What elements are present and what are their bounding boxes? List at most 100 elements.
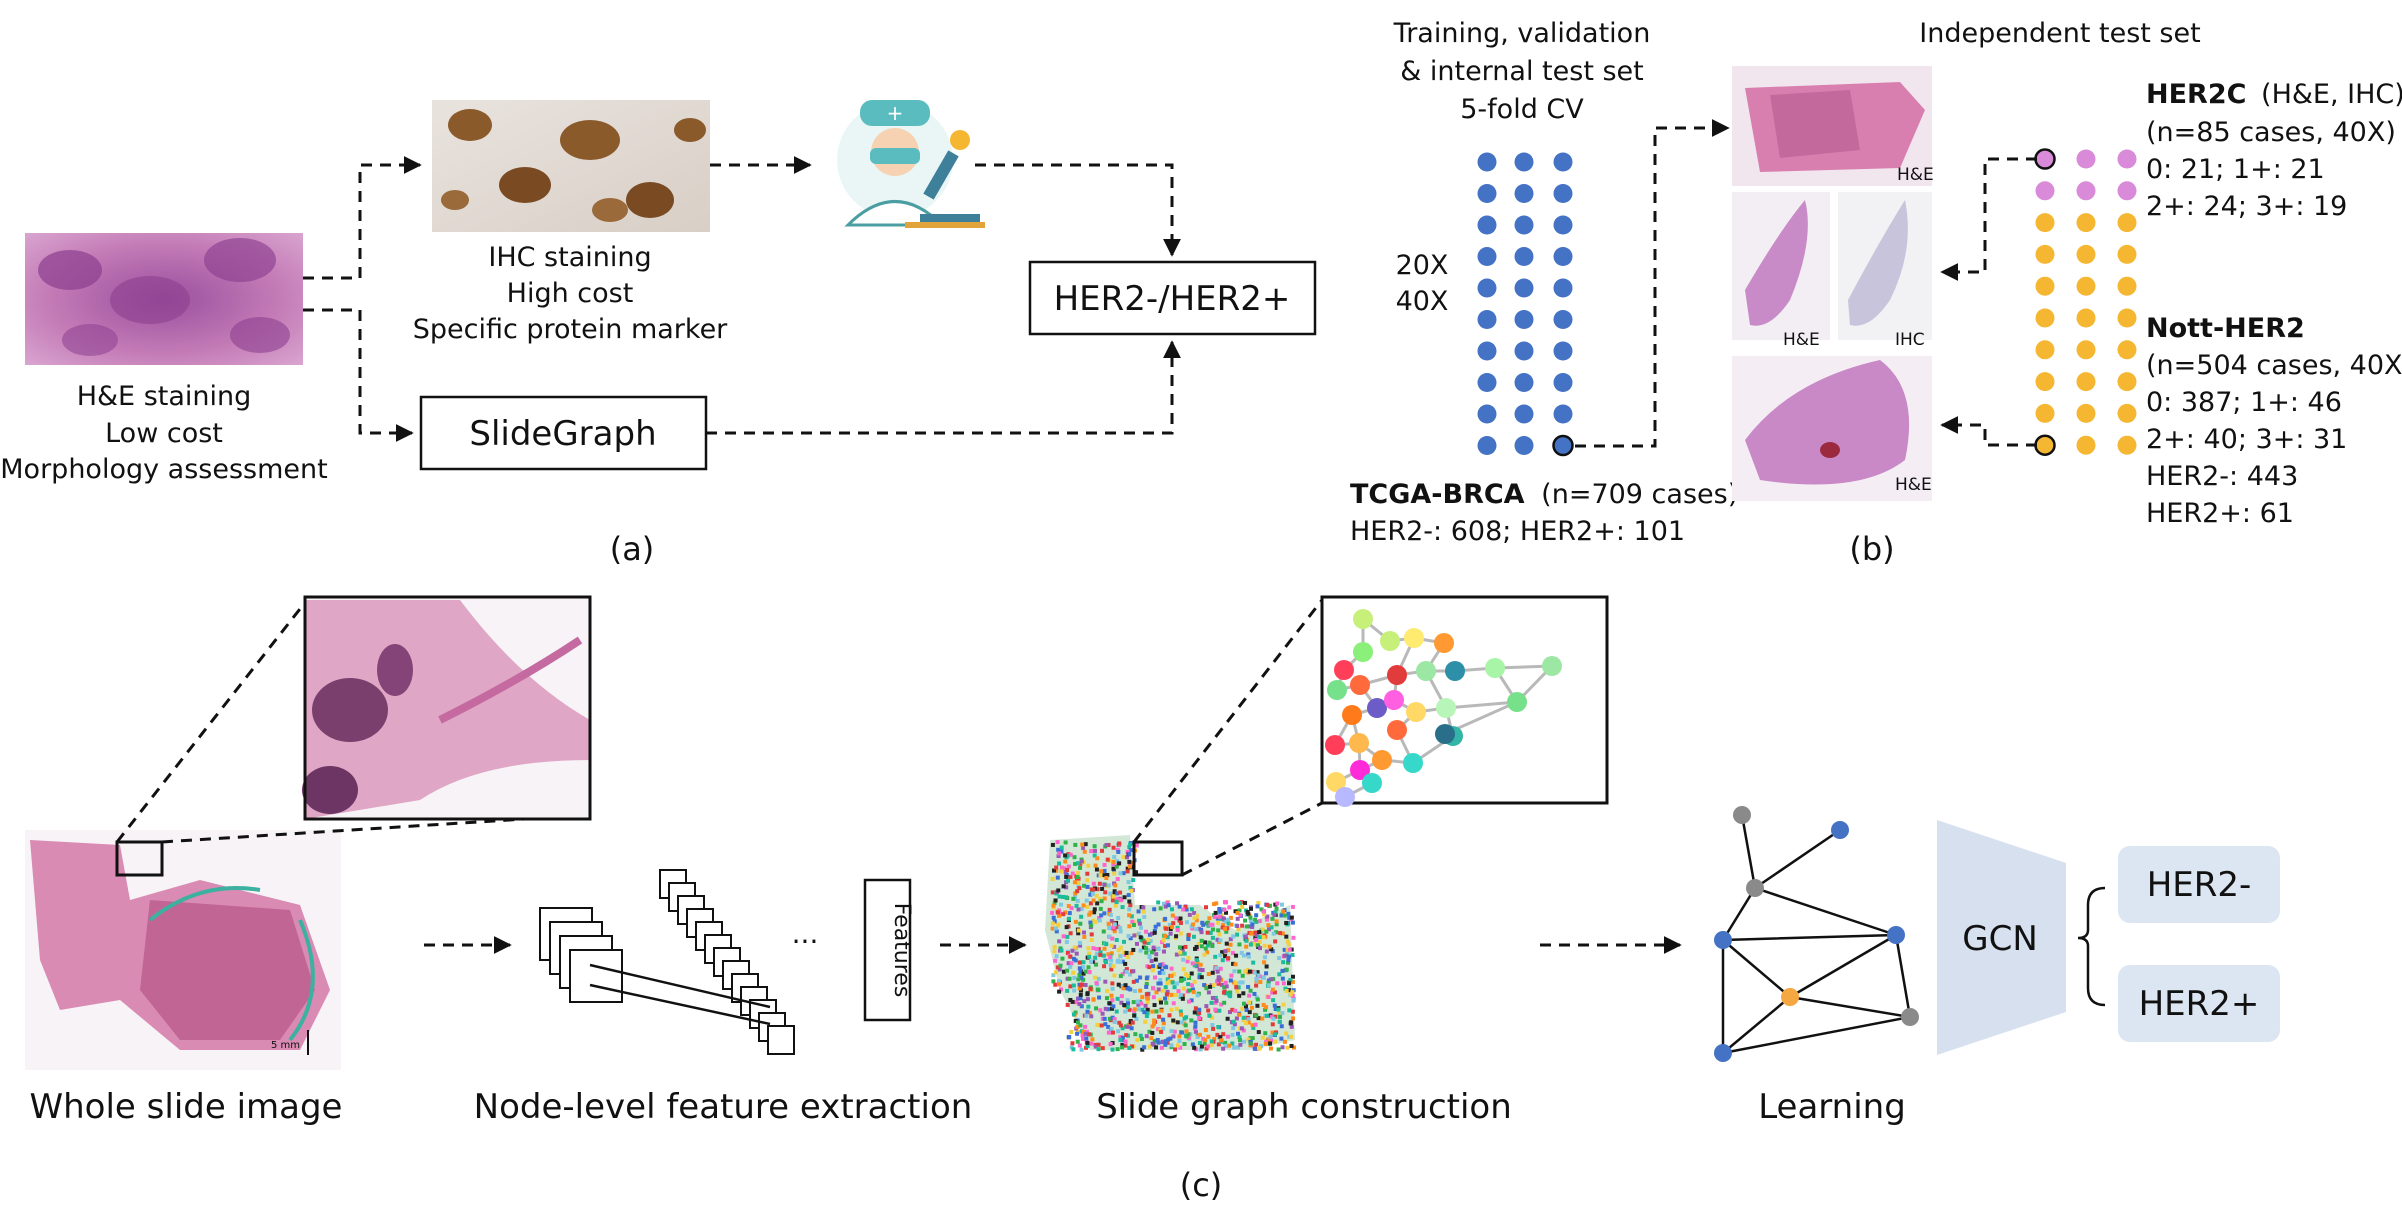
- graph-speckle: [1055, 910, 1060, 915]
- graph-speckle: [1112, 854, 1117, 859]
- graph-speckle: [1144, 929, 1149, 934]
- graph-speckle: [1076, 928, 1081, 933]
- zoom-graph-node: [1353, 642, 1373, 662]
- graph-speckle: [1221, 990, 1226, 995]
- graph-speckle: [1081, 971, 1086, 976]
- graph-speckle: [1100, 1011, 1105, 1016]
- graph-speckle: [1180, 949, 1185, 954]
- graph-speckle: [1277, 1019, 1282, 1024]
- graph-speckle: [1287, 915, 1292, 920]
- graph-speckle: [1192, 916, 1197, 921]
- graph-speckle: [1126, 880, 1131, 885]
- nott-line3: 2+: 40; 3+: 31: [2146, 424, 2347, 455]
- graph-speckle: [1092, 975, 1097, 980]
- graph-speckle: [1281, 1002, 1286, 1007]
- graph-speckle: [1225, 926, 1230, 931]
- graph-speckle: [1066, 878, 1071, 883]
- graph-speckle: [1290, 904, 1295, 909]
- graph-speckle: [1050, 842, 1055, 847]
- graph-speckle: [1271, 1016, 1276, 1021]
- graph-speckle: [1072, 975, 1077, 980]
- graph-speckle: [1263, 1041, 1268, 1046]
- graph-speckle: [1264, 929, 1269, 934]
- zoom-graph-node: [1367, 698, 1387, 718]
- graph-speckle: [1225, 1016, 1230, 1021]
- graph-speckle: [1171, 972, 1176, 977]
- graph-speckle: [1091, 946, 1096, 951]
- graph-speckle: [1098, 896, 1103, 901]
- zoom-graph-node: [1436, 698, 1456, 718]
- graph-speckle: [1110, 998, 1115, 1003]
- graph-speckle: [1237, 969, 1242, 974]
- graph-speckle: [1127, 864, 1132, 869]
- graph-speckle: [1093, 955, 1098, 960]
- graph-speckle: [1115, 959, 1120, 964]
- graph-speckle: [1289, 1020, 1294, 1025]
- graph-speckle: [1235, 924, 1240, 929]
- graph-speckle: [1103, 890, 1108, 895]
- graph-speckle: [1257, 930, 1262, 935]
- graph-speckle: [1240, 1006, 1245, 1011]
- graph-speckle: [1119, 994, 1124, 999]
- graph-speckle: [1137, 921, 1142, 926]
- graph-speckle: [1254, 1042, 1259, 1047]
- graph-speckle: [1126, 934, 1131, 939]
- graph-speckle: [1090, 891, 1095, 896]
- graph-speckle: [1253, 935, 1258, 940]
- tcga-dot: [1514, 436, 1534, 455]
- graph-speckle: [1075, 1024, 1080, 1029]
- graph-speckle: [1217, 976, 1222, 981]
- graph-speckle: [1154, 1045, 1159, 1050]
- graph-speckle: [1165, 935, 1170, 940]
- nott-dot: [2035, 340, 2055, 360]
- graph-speckle: [1235, 1031, 1240, 1036]
- graph-speckle: [1134, 1016, 1139, 1021]
- graph-speckle: [1166, 1037, 1171, 1042]
- graph-speckle: [1065, 951, 1070, 956]
- zoomed-tissue-patch: [302, 597, 590, 819]
- graph-speckle: [1199, 1044, 1204, 1049]
- graph-speckle: [1052, 949, 1057, 954]
- graph-speckle: [1114, 938, 1119, 943]
- graph-speckle: [1290, 993, 1295, 998]
- graph-speckle: [1059, 865, 1064, 870]
- graph-speckle: [1230, 1032, 1235, 1037]
- graph-speckle: [1127, 913, 1132, 918]
- graph-speckle: [1085, 878, 1090, 883]
- graph-speckle: [1102, 946, 1107, 951]
- graph-speckle: [1209, 1000, 1214, 1005]
- graph-speckle: [1268, 977, 1273, 982]
- graph-speckle: [1161, 901, 1166, 906]
- graph-speckle: [1254, 919, 1259, 924]
- graph-speckle: [1115, 847, 1120, 852]
- features-box: [863, 878, 912, 1022]
- thumb-label-3: IHC: [1895, 330, 1925, 350]
- graph-speckle: [1257, 940, 1262, 945]
- graph-speckle: [1184, 972, 1189, 977]
- graph-speckle: [1081, 845, 1086, 850]
- graph-speckle: [1079, 914, 1084, 919]
- graph-speckle: [1220, 925, 1225, 930]
- ihc-caption-line3: Specific protein marker: [413, 314, 728, 345]
- graph-speckle: [1153, 924, 1158, 929]
- graph-speckle: [1163, 934, 1168, 939]
- graph-speckle: [1182, 977, 1187, 982]
- graph-speckle: [1165, 989, 1170, 994]
- graph-speckle: [1109, 993, 1114, 998]
- graph-speckle: [1104, 876, 1109, 881]
- graph-speckle: [1078, 992, 1083, 997]
- zoom-graph-node: [1350, 675, 1370, 695]
- nott-dot: [2076, 308, 2096, 328]
- graph-speckle: [1191, 934, 1196, 939]
- graph-speckle: [1152, 1003, 1157, 1008]
- nott-dot: [2035, 276, 2055, 296]
- graph-speckle: [1110, 986, 1115, 991]
- graph-speckle: [1068, 852, 1073, 857]
- graph-speckle: [1171, 921, 1176, 926]
- graph-speckle: [1218, 938, 1223, 943]
- graph-speckle: [1186, 1035, 1191, 1040]
- graph-speckle: [1274, 919, 1279, 924]
- graph-speckle: [1217, 1008, 1222, 1013]
- her2c-dot: [2035, 181, 2055, 201]
- graph-speckle: [1050, 926, 1055, 931]
